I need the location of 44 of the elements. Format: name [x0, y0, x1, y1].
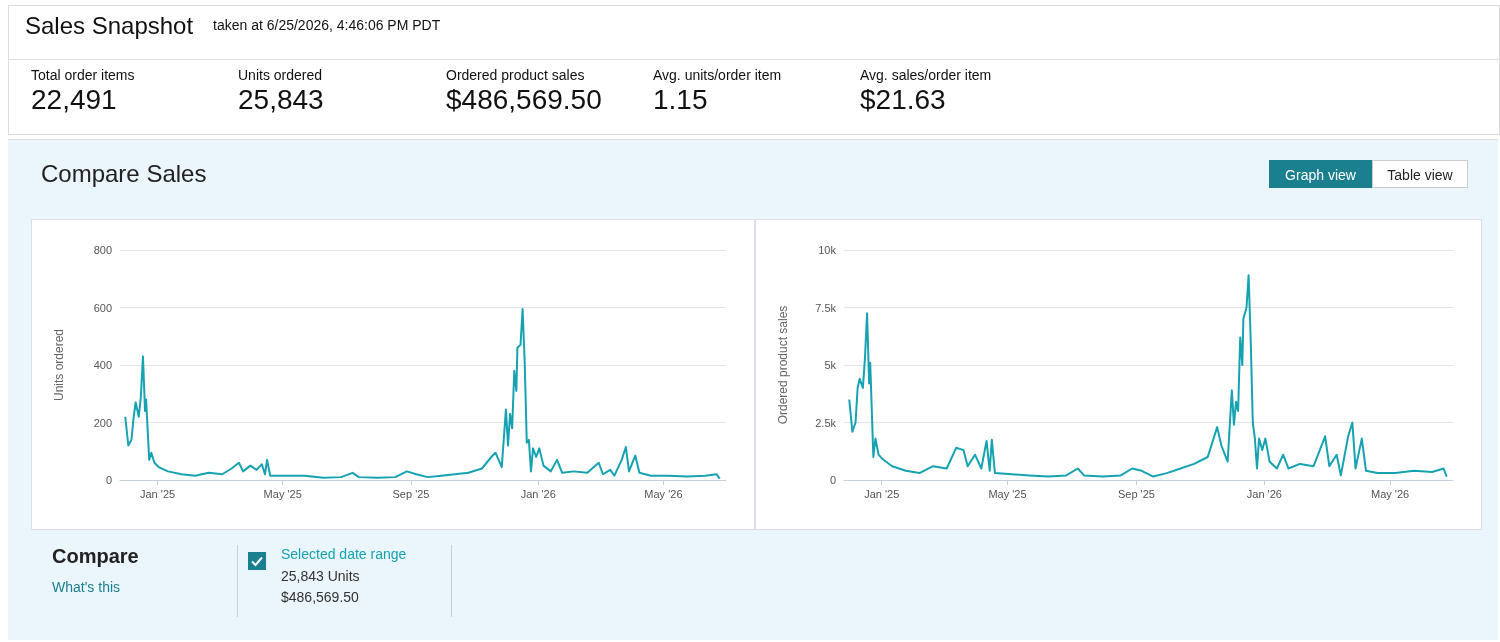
line-series: [848, 274, 1448, 478]
text: What's this: [52, 579, 121, 595]
text: 25,843 Units: [281, 568, 360, 584]
x-tick-label: Jan '25: [139, 487, 176, 500]
text: Compare: [52, 545, 139, 568]
text: Ordered product sales: [446, 67, 585, 83]
y-tick-label: 800: [93, 244, 112, 256]
y-tick-label: 2.5k: [815, 416, 837, 429]
x-tick-label: Jan '26: [520, 487, 556, 500]
y-tick-label: 600: [93, 301, 112, 314]
text: Units ordered: [238, 67, 323, 83]
x-tick-label: Jan '26: [1246, 487, 1282, 500]
x-tick-label: May '26: [644, 487, 683, 500]
y-tick-label: 10k: [818, 244, 837, 256]
x-tick-label: May '25: [263, 487, 302, 500]
text: $21.63: [860, 84, 946, 116]
y-tick-label: 200: [93, 416, 112, 429]
y-tick-label: 7.5k: [815, 301, 837, 314]
text: Total order items: [31, 67, 135, 83]
y-tick-label: 0: [105, 474, 112, 486]
x-tick-label: May '25: [988, 487, 1027, 500]
x-tick-label: May '26: [1371, 487, 1410, 500]
text: 1.15: [653, 84, 708, 116]
x-tick-label: Jan '25: [864, 487, 900, 500]
text: $486,569.50: [281, 589, 359, 605]
text: taken at 6/25/2026, 4:46:06 PM PDT: [213, 17, 441, 33]
text: $486,569.50: [446, 84, 602, 116]
y-axis-title: Ordered product sales: [776, 305, 790, 425]
y-tick-label: 400: [93, 359, 112, 371]
y-tick-label: 5k: [824, 359, 837, 371]
text: Selected date range: [281, 546, 407, 562]
y-tick-label: 0: [829, 474, 836, 486]
line-series: [124, 307, 721, 480]
x-tick-label: Sep '25: [1117, 487, 1155, 500]
text: Sales Snapshot: [25, 12, 194, 40]
text: Avg. units/order item: [653, 67, 782, 83]
text: Graph view: [1269, 160, 1372, 188]
text: Table view: [1372, 160, 1468, 188]
y-axis-title: Units ordered: [52, 328, 66, 402]
text: 25,843: [238, 84, 324, 116]
text: 22,491: [31, 84, 117, 116]
text: Avg. sales/order item: [860, 67, 992, 83]
text: Compare Sales: [41, 160, 207, 188]
x-tick-label: Sep '25: [392, 487, 430, 500]
